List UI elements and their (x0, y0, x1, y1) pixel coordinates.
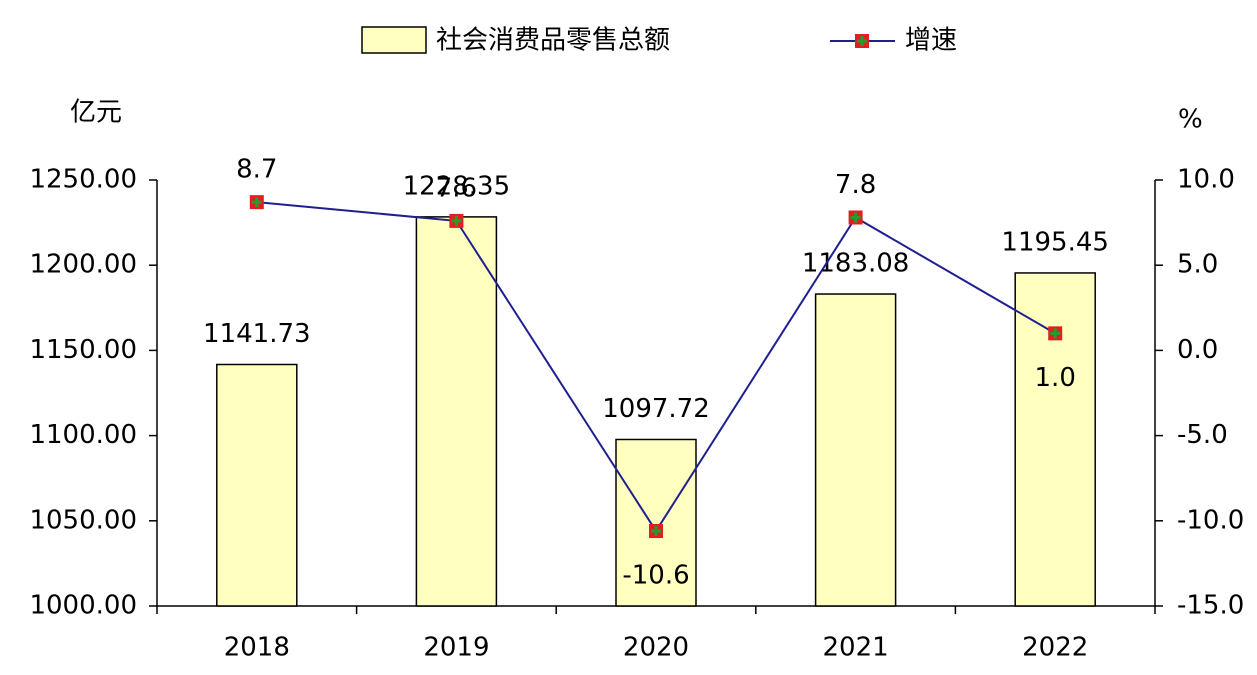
x-tick-label: 2022 (1022, 633, 1088, 663)
line-marker-cross (251, 197, 262, 208)
line-marker-cross (451, 215, 462, 226)
bar (615, 438, 697, 607)
legend-label: 社会消费品零售总额 (436, 26, 670, 56)
y2-tick-label: -5.0 (1177, 420, 1228, 450)
x-tick-label: 2021 (823, 633, 889, 663)
bar (415, 216, 498, 607)
bar (216, 363, 298, 607)
y-tick-label: 1000.00 (29, 591, 137, 621)
line-marker-cross (850, 212, 861, 223)
y2-tick-label: 5.0 (1177, 250, 1218, 280)
line-value-label: -10.6 (622, 561, 689, 591)
y2-tick-label: 0.0 (1177, 335, 1218, 365)
bar (1014, 272, 1096, 607)
bar-value-label: 1195.45 (1001, 227, 1109, 257)
legend-label: 增速 (905, 26, 957, 56)
bar-value-label: 1141.73 (203, 319, 311, 349)
y-tick-label: 1100.00 (29, 420, 137, 450)
y-tick-label: 1150.00 (29, 335, 137, 365)
legend-swatch (361, 26, 427, 54)
bar-value-label: 1097.72 (602, 394, 710, 424)
y2-tick-label: 10.0 (1177, 165, 1235, 195)
y-tick-label: 1250.00 (29, 165, 137, 195)
y2-axis-label: % (1178, 105, 1203, 135)
y-tick-label: 1200.00 (29, 250, 137, 280)
y2-tick-label: -10.0 (1177, 505, 1244, 535)
line-marker-cross (1050, 328, 1061, 339)
line-value-label: 7.8 (835, 170, 876, 200)
bar (814, 293, 897, 607)
line-marker-cross (651, 526, 661, 537)
y-axis-label: 亿元 (70, 98, 122, 128)
line-value-label: 7.6 (436, 173, 477, 203)
x-tick-label: 2018 (224, 633, 290, 663)
bar-value-label: 1183.08 (802, 249, 910, 279)
x-tick-label: 2019 (423, 633, 489, 663)
legend-marker-cross (857, 36, 867, 46)
y-tick-label: 1050.00 (29, 505, 137, 535)
line-value-label: 8.7 (236, 155, 277, 185)
line-value-label: 1.0 (1035, 363, 1076, 393)
bar-value-label: 1228.35 (403, 171, 511, 201)
x-tick-label: 2020 (623, 633, 689, 663)
y2-tick-label: -15.0 (1177, 591, 1244, 621)
